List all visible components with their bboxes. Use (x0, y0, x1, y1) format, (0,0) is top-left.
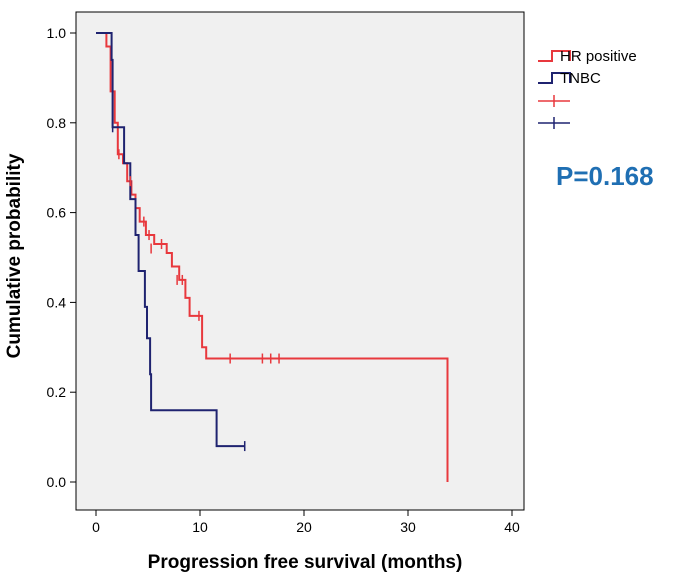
x-tick-label: 10 (192, 519, 208, 535)
y-tick-label: 0.6 (47, 205, 67, 221)
x-tick-label: 30 (400, 519, 416, 535)
series-line-hr-positive (96, 32, 449, 482)
y-axis-title: Cumulative probability (4, 153, 25, 358)
y-tick-label: 0.0 (47, 474, 67, 490)
plot-background (75, 11, 525, 511)
legend-label: TNBC (560, 70, 601, 87)
legend: HR positive TNBC (538, 48, 637, 129)
y-tick-label: 0.4 (47, 294, 67, 310)
y-tick-label: 1.0 (47, 25, 67, 41)
series-line-tnbc (96, 32, 245, 448)
series-group (96, 32, 449, 482)
x-tick-label: 0 (92, 519, 100, 535)
y-tick-label: 0.8 (47, 115, 67, 131)
x-tick-label: 40 (504, 519, 520, 535)
legend-swatch (538, 50, 571, 62)
axis-ticks: 0 10 20 30 40 0.0 0.2 0.4 0.6 0.8 1.0 (47, 25, 520, 535)
legend-label: HR positive (560, 48, 637, 65)
p-value-annotation: P=0.168 (556, 161, 654, 191)
x-axis-title: Progression free survival (months) (148, 552, 463, 573)
censor-marks (111, 122, 280, 452)
x-tick-label: 20 (296, 519, 312, 535)
y-tick-label: 0.2 (47, 384, 67, 400)
legend-swatch (538, 72, 571, 84)
